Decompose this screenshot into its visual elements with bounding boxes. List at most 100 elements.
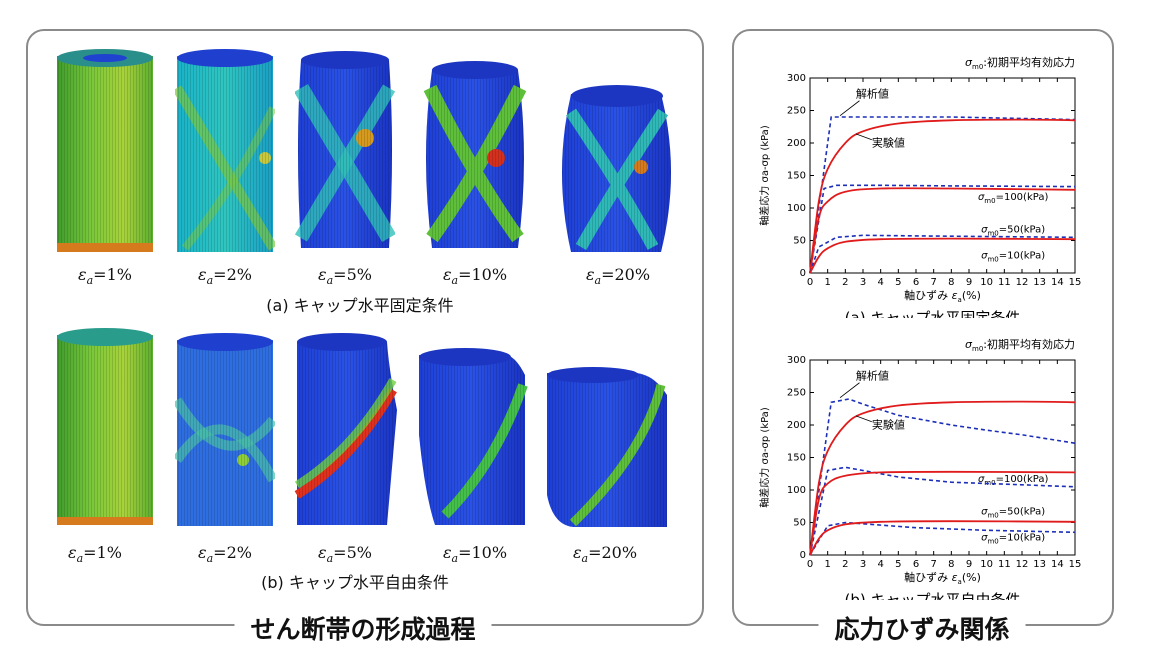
experiment-leader bbox=[855, 415, 872, 423]
y-tick-label: 50 bbox=[793, 518, 806, 529]
x-tick-label: 1 bbox=[824, 559, 830, 570]
x-tick-label: 11 bbox=[998, 559, 1011, 570]
y-axis-label: 軸差応力 σa-σp (kPa) bbox=[758, 407, 771, 508]
experiment-line-1 bbox=[809, 470, 1076, 556]
y-tick-label: 150 bbox=[787, 453, 806, 464]
analysis-leader bbox=[839, 100, 860, 117]
strain-label-b-3: εa=5% bbox=[318, 543, 372, 566]
strain-label-a-1: εa=1% bbox=[78, 265, 132, 288]
analysis-line-1 bbox=[809, 466, 1076, 556]
x-tick-label: 10 bbox=[980, 277, 993, 288]
x-tick-label: 0 bbox=[807, 277, 813, 288]
x-tick-label: 3 bbox=[860, 277, 866, 288]
experiment-line-0 bbox=[809, 400, 1076, 556]
x-axis-label: 軸ひずみ εa(%) bbox=[904, 570, 981, 586]
x-tick-label: 7 bbox=[930, 277, 936, 288]
specimen-a-4 bbox=[423, 61, 527, 248]
shear-band-panel-title: せん断帯の形成過程 bbox=[234, 610, 492, 646]
y-tick-label: 200 bbox=[787, 138, 806, 149]
specimen-a-2 bbox=[175, 49, 275, 252]
specimen-b-4 bbox=[419, 348, 528, 525]
x-tick-label: 8 bbox=[948, 277, 954, 288]
strain-label-b-2: εa=2% bbox=[198, 543, 252, 566]
x-tick-label: 12 bbox=[1016, 559, 1029, 570]
x-tick-label: 13 bbox=[1033, 559, 1046, 570]
specimen-a-1 bbox=[57, 49, 153, 252]
y-tick-label: 150 bbox=[787, 171, 806, 182]
x-tick-label: 2 bbox=[842, 277, 848, 288]
strain-label-b-5: εa=20% bbox=[572, 543, 638, 566]
x-axis-label: 軸ひずみ εa(%) bbox=[904, 288, 981, 304]
experiment-line-1 bbox=[809, 187, 1076, 274]
y-tick-label: 50 bbox=[793, 236, 806, 247]
y-tick-label: 300 bbox=[787, 355, 806, 366]
initial-stress-note: σm0:初期平均有効応力 bbox=[965, 337, 1075, 353]
strain-label-b-4: εa=10% bbox=[442, 543, 508, 566]
x-tick-label: 7 bbox=[930, 559, 936, 570]
experiment-annotation: 実験値 bbox=[872, 417, 905, 431]
analysis-line-1 bbox=[809, 184, 1076, 274]
x-tick-label: 8 bbox=[948, 559, 954, 570]
x-tick-label: 4 bbox=[877, 559, 883, 570]
x-tick-label: 10 bbox=[980, 559, 993, 570]
x-tick-label: 1 bbox=[824, 277, 830, 288]
y-tick-label: 300 bbox=[787, 73, 806, 84]
specimen-b-2 bbox=[175, 333, 275, 526]
y-axis-label: 軸差応力 σa-σp (kPa) bbox=[758, 125, 771, 226]
series-label-2: σm0=10(kPa) bbox=[981, 533, 1045, 546]
experiment-line-0 bbox=[809, 118, 1076, 274]
chart-caption: (a) キャップ水平固定条件 bbox=[845, 309, 1021, 318]
y-tick-label: 200 bbox=[787, 420, 806, 431]
x-tick-label: 15 bbox=[1069, 277, 1082, 288]
x-tick-label: 4 bbox=[877, 277, 883, 288]
x-tick-label: 3 bbox=[860, 559, 866, 570]
x-tick-label: 2 bbox=[842, 559, 848, 570]
plot-frame bbox=[809, 77, 1076, 274]
strain-label-a-2: εa=2% bbox=[198, 265, 252, 288]
x-tick-label: 5 bbox=[895, 277, 901, 288]
specimen-a-3 bbox=[295, 51, 395, 248]
x-tick-label: 14 bbox=[1051, 559, 1064, 570]
y-tick-label: 0 bbox=[800, 550, 806, 561]
x-tick-label: 9 bbox=[966, 559, 972, 570]
strain-label-a-3: εa=5% bbox=[318, 265, 372, 288]
x-tick-label: 13 bbox=[1033, 277, 1046, 288]
series-label-1: σm0=50(kPa) bbox=[981, 225, 1045, 238]
series-label-0: σm0=100(kPa) bbox=[978, 192, 1048, 205]
plot-frame bbox=[809, 359, 1076, 556]
specimen-a-5 bbox=[562, 85, 671, 252]
strain-label-b-1: εa=1% bbox=[68, 543, 122, 566]
stress-strain-panel-title: 応力ひずみ関係 bbox=[818, 610, 1026, 646]
x-tick-label: 14 bbox=[1051, 277, 1064, 288]
specimen-b-5 bbox=[547, 367, 667, 527]
x-tick-label: 15 bbox=[1069, 559, 1082, 570]
initial-stress-note: σm0:初期平均有効応力 bbox=[965, 55, 1075, 71]
series-label-1: σm0=50(kPa) bbox=[981, 507, 1045, 520]
y-tick-label: 100 bbox=[787, 485, 806, 496]
x-tick-label: 9 bbox=[966, 277, 972, 288]
chart-caption: (b) キャップ水平自由条件 bbox=[845, 591, 1021, 600]
row-b-caption: (b) キャップ水平自由条件 bbox=[261, 573, 449, 592]
analysis-line-0 bbox=[809, 116, 1076, 274]
analysis-line-2 bbox=[809, 234, 1076, 274]
x-tick-label: 11 bbox=[998, 277, 1011, 288]
y-tick-label: 250 bbox=[787, 388, 806, 399]
experiment-line-2 bbox=[809, 520, 1076, 556]
analysis-annotation: 解析値 bbox=[856, 87, 889, 101]
x-tick-label: 6 bbox=[913, 277, 919, 288]
strain-label-a-4: εa=10% bbox=[442, 265, 508, 288]
analysis-line-0 bbox=[809, 398, 1076, 556]
series-label-0: σm0=100(kPa) bbox=[978, 474, 1048, 487]
x-tick-label: 5 bbox=[895, 559, 901, 570]
x-tick-label: 6 bbox=[913, 559, 919, 570]
experiment-leader bbox=[855, 133, 872, 141]
row-a-caption: (a) キャップ水平固定条件 bbox=[266, 296, 454, 315]
experiment-line-2 bbox=[809, 237, 1076, 274]
strain-label-a-5: εa=20% bbox=[585, 265, 651, 288]
analysis-leader bbox=[839, 382, 860, 399]
specimen-b-1 bbox=[57, 328, 153, 525]
y-tick-label: 0 bbox=[800, 268, 806, 279]
y-tick-label: 250 bbox=[787, 106, 806, 117]
